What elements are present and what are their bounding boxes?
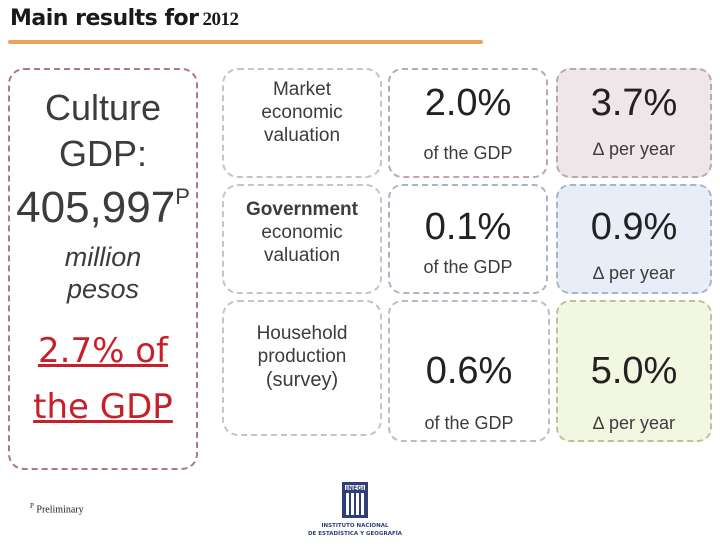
household-label-line2: production xyxy=(257,346,347,368)
government-share-label: of the GDP xyxy=(423,257,513,277)
footnote-marker: P xyxy=(30,502,34,510)
household-label-box: Household production (survey) xyxy=(222,300,382,436)
government-share-value: 0.1% xyxy=(424,206,512,248)
summary-share-line1: 2.7% of xyxy=(38,331,168,371)
household-growth-value: 5.0% xyxy=(590,350,678,392)
market-growth-value: 3.7% xyxy=(590,82,678,124)
government-label: Government economic valuation xyxy=(224,198,380,268)
market-label-line1: Market xyxy=(272,79,332,100)
government-label-line1: Government xyxy=(246,199,358,220)
summary-line2: GDP: xyxy=(58,133,147,174)
government-label-line2: economic xyxy=(261,222,343,244)
footnote: P Preliminary xyxy=(30,502,84,515)
summary-line1: Culture xyxy=(44,87,162,128)
government-share-box: 0.1% of the GDP xyxy=(388,184,548,294)
government-label-line3: valuation xyxy=(263,245,341,267)
market-growth-label: ∆ per year xyxy=(592,139,676,159)
market-growth-box: 3.7% ∆ per year xyxy=(556,68,712,178)
household-share-box: 0.6% of the GDP xyxy=(388,300,550,442)
household-label: Household production (survey) xyxy=(224,322,380,393)
preliminary-mark: P xyxy=(175,184,190,209)
household-share-label: of the GDP xyxy=(424,413,514,433)
household-growth-label: ∆ per year xyxy=(592,413,676,433)
logo-line1: INSTITUTO NACIONAL xyxy=(322,523,389,529)
title-text: Main results for xyxy=(10,6,199,31)
summary-amount: 405,997P xyxy=(16,183,190,232)
logo-wordmark: INEGI xyxy=(346,485,365,492)
title-year: 2012 xyxy=(202,9,239,30)
market-share-value: 2.0% xyxy=(424,82,512,124)
household-label-line3: (survey) xyxy=(265,369,339,392)
market-share-label: of the GDP xyxy=(423,143,513,163)
government-growth-label: ∆ per year xyxy=(592,263,676,283)
market-label-box: Market economic valuation xyxy=(222,68,382,178)
inegi-logo: INEGI INSTITUTO NACIONAL DE ESTADÍSTICA … xyxy=(300,482,410,540)
household-share-value: 0.6% xyxy=(425,350,513,392)
summary-unit-line2: pesos xyxy=(66,274,140,304)
culture-gdp-summary-box: Culture GDP: 405,997P million pesos 2.7%… xyxy=(8,68,198,470)
government-label-box: Government economic valuation xyxy=(222,184,382,294)
footnote-text: Preliminary xyxy=(36,504,84,516)
market-share-box: 2.0% of the GDP xyxy=(388,68,548,178)
government-growth-box: 0.9% ∆ per year xyxy=(556,184,712,294)
logo-line2: DE ESTADÍSTICA Y GEOGRAFÍA xyxy=(308,529,403,537)
market-label: Market economic valuation xyxy=(224,78,380,148)
market-label-line2: economic xyxy=(261,102,343,124)
household-growth-box: 5.0% ∆ per year xyxy=(556,300,712,442)
summary-share-line2: the GDP xyxy=(33,387,173,427)
government-growth-value: 0.9% xyxy=(590,206,678,248)
inegi-logo-graphic: INEGI INSTITUTO NACIONAL DE ESTADÍSTICA … xyxy=(308,482,403,537)
market-label-line3: valuation xyxy=(263,125,341,147)
summary-unit-line1: million xyxy=(64,242,142,272)
page-title: Main results for 2012 xyxy=(10,6,239,31)
title-underline xyxy=(8,40,483,44)
household-label-line1: Household xyxy=(256,323,348,344)
